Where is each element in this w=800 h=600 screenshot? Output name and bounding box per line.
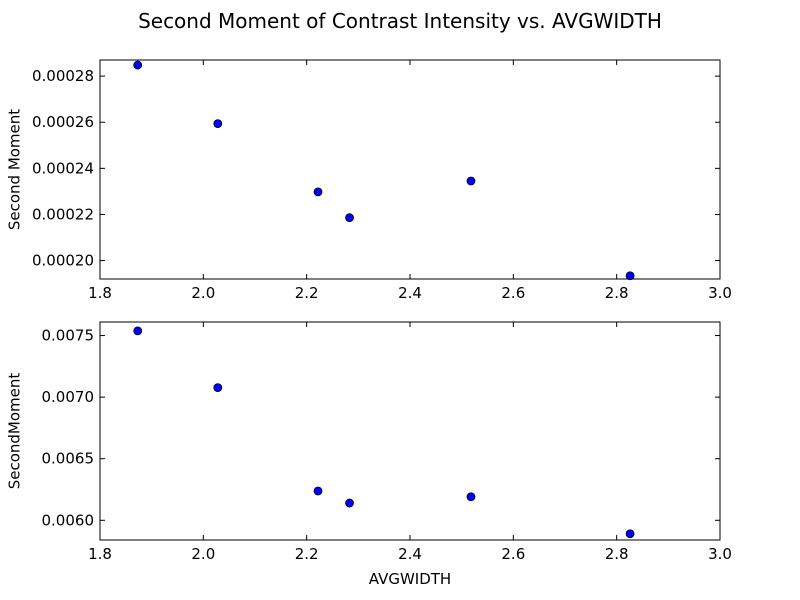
data-point (626, 530, 634, 538)
x-axis-label: AVGWIDTH (369, 570, 451, 588)
plot-frame (100, 322, 720, 540)
x-tick-label: 2.0 (191, 284, 215, 302)
data-point (214, 120, 222, 128)
x-tick-label: 2.2 (295, 545, 319, 563)
figure-title: Second Moment of Contrast Intensity vs. … (138, 9, 662, 33)
data-point (134, 61, 142, 69)
x-tick-label: 2.6 (501, 545, 525, 563)
data-point (467, 177, 475, 185)
plots-group: 1.8 2.0 2.2 2.4 2.6 2.8 3.0 0.00020 0.00022 0.000… (5, 60, 732, 588)
y-axis-label: SecondMoment (5, 373, 23, 490)
subplot-1: 1.8 2.0 2.2 2.4 2.6 2.8 3.0 0.00020 0.00022 0.000… (5, 60, 732, 302)
x-tick-label: 2.0 (191, 545, 215, 563)
data-point (626, 272, 634, 280)
y-tick-label: 0.0065 (42, 450, 95, 468)
x-tick-label: 1.8 (88, 284, 112, 302)
data-point (214, 384, 222, 392)
plot-frame (100, 60, 720, 279)
x-tick-label: 2.8 (605, 284, 629, 302)
data-point (346, 214, 354, 222)
x-tick-label: 3.0 (708, 284, 732, 302)
x-tick-label: 3.0 (708, 545, 732, 563)
y-tick-label: 0.0060 (42, 511, 95, 529)
x-tick-label: 2.4 (398, 545, 422, 563)
data-point (134, 327, 142, 335)
x-tick-label: 1.8 (88, 545, 112, 563)
y-tick-label: 0.00020 (32, 252, 94, 270)
y-tick-label: 0.00024 (32, 159, 94, 177)
y-tick-label: 0.00026 (32, 113, 94, 131)
x-tick-label: 2.6 (501, 284, 525, 302)
y-tick-label: 0.0075 (42, 327, 95, 345)
y-tick-label: 0.0070 (42, 388, 95, 406)
x-tick-label: 2.8 (605, 545, 629, 563)
data-point (346, 499, 354, 507)
y-axis-label: Second Moment (5, 109, 23, 230)
data-point (314, 487, 322, 495)
subplot-2: 1.8 2.0 2.2 2.4 2.6 2.8 3.0 0.0060 0.0065 0.0070 0… (5, 322, 732, 588)
y-tick-label: 0.00022 (32, 205, 94, 223)
data-point (467, 493, 475, 501)
x-tick-label: 2.4 (398, 284, 422, 302)
x-tick-label: 2.2 (295, 284, 319, 302)
data-point (314, 188, 322, 196)
y-tick-label: 0.00028 (32, 67, 94, 85)
